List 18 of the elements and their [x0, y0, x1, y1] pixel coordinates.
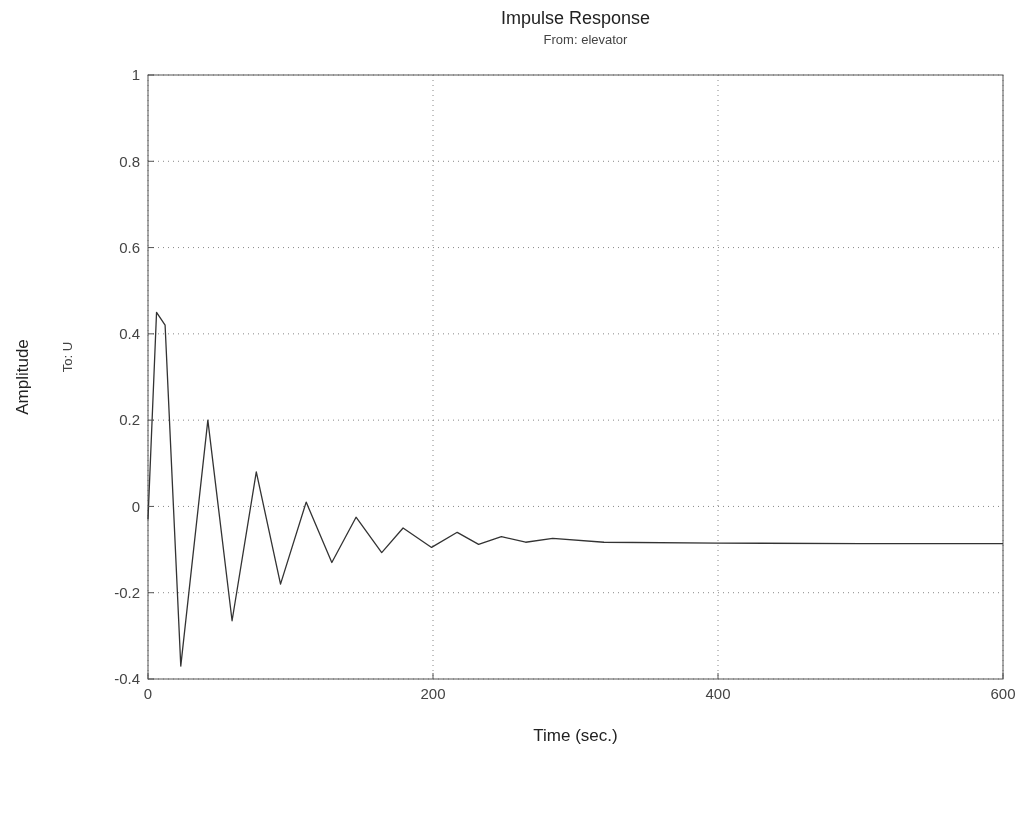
x-tick-label: 200	[420, 685, 446, 702]
y-tick-label: 0.2	[119, 411, 140, 429]
y2-axis-title: To: U	[60, 341, 75, 373]
chart-title: Impulse Response	[500, 8, 651, 28]
x-tick-label: 600	[990, 685, 1016, 702]
y-axis-title: Amplitude	[13, 339, 32, 415]
y-tick-label: 1	[131, 66, 140, 84]
x-tick-label: 400	[705, 685, 731, 702]
y-tick-label: 0.8	[119, 152, 140, 170]
line-series	[147, 311, 1004, 667]
y-tick-label: -0.4	[114, 670, 140, 688]
x-axis-title: Time (sec.)	[533, 726, 618, 745]
y-tick-label: 0.6	[119, 238, 140, 256]
x-tick-label: 0	[143, 685, 153, 702]
y-tick-label: -0.2	[114, 583, 140, 601]
y-tick-label: 0	[131, 497, 140, 515]
y-tick-label: 0.4	[119, 325, 140, 343]
chart-subtitle: From: elevator	[543, 32, 629, 47]
